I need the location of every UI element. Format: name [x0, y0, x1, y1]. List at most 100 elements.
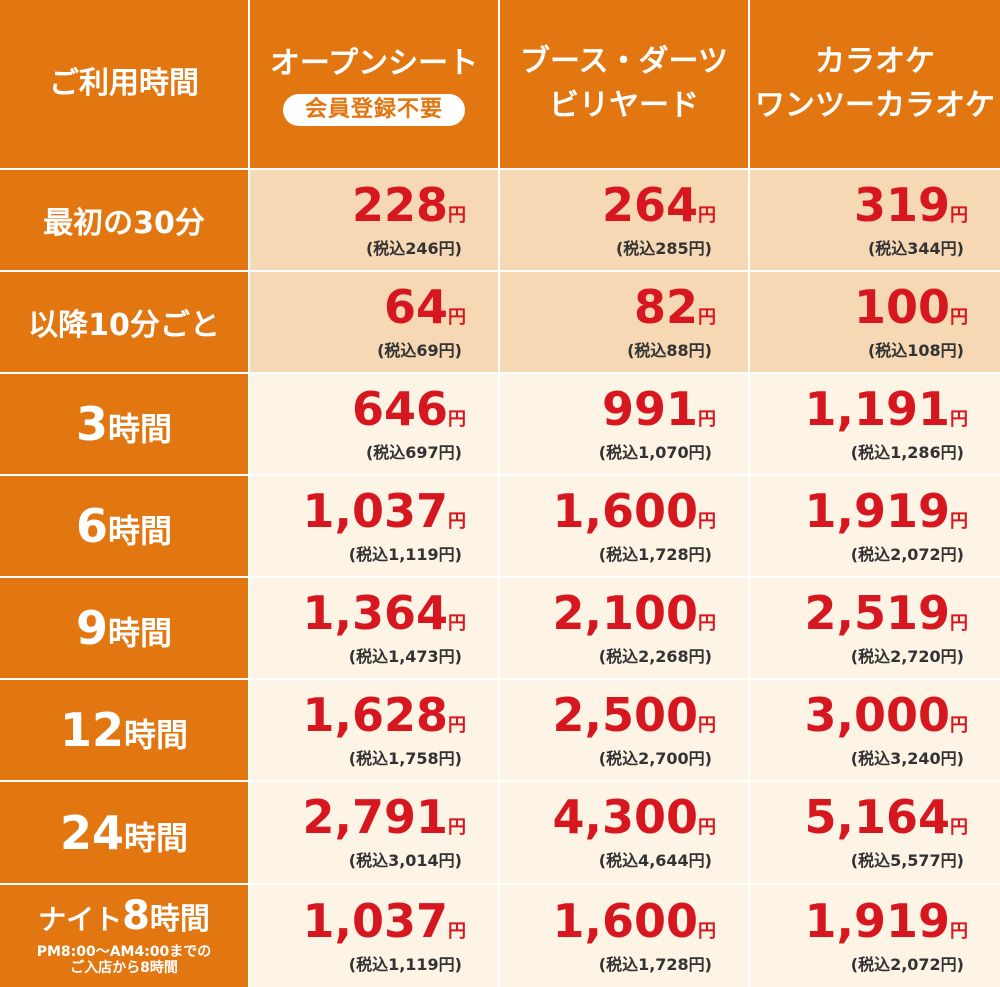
yen-unit: 円	[448, 510, 466, 532]
price-cell: 2,519円 (税込2,720円)	[750, 578, 1000, 680]
price-cell: 2,500円 (税込2,700円)	[500, 680, 750, 782]
price-cell: 1,364円 (税込1,473円)	[250, 578, 500, 680]
price-amount: 2,791	[302, 790, 448, 844]
header-open-seat: オープンシート 会員登録不要	[250, 0, 500, 170]
yen-unit: 円	[698, 612, 716, 634]
row-label-9-hours: 9時間	[0, 578, 250, 680]
header-corner: ご利用時間	[0, 0, 250, 170]
yen-unit: 円	[448, 306, 466, 328]
tax-included-price: (税込2,072円)	[850, 544, 964, 564]
yen-unit: 円	[950, 408, 968, 430]
yen-unit: 円	[448, 204, 466, 226]
price-amount: 82	[633, 279, 698, 334]
hours-unit: 時間	[124, 716, 189, 754]
price-amount: 5,164	[804, 790, 950, 844]
price-amount: 991	[601, 381, 698, 436]
tax-included-price: (税込2,700円)	[598, 748, 712, 768]
price-amount: 2,100	[552, 585, 698, 640]
yen-unit: 円	[698, 920, 716, 942]
hours-number: 9	[75, 601, 108, 655]
tax-included-price: (税込1,070円)	[598, 442, 712, 462]
tax-included-price: (税込1,728円)	[598, 544, 712, 564]
row-label-12-hours: 12時間	[0, 680, 250, 782]
price-amount: 1,919	[804, 483, 950, 538]
price-cell: 991円 (税込1,070円)	[500, 374, 750, 476]
tax-included-price: (税込2,720円)	[850, 646, 964, 666]
header-karaoke: カラオケ ワンツーカラオケ	[750, 0, 1000, 170]
price-cell: 1,037円 (税込1,119円)	[250, 476, 500, 578]
tax-included-price: (税込2,268円)	[598, 646, 712, 666]
price-cell: 3,000円 (税込3,240円)	[750, 680, 1000, 782]
price-amount: 264	[601, 177, 698, 232]
price-amount: 646	[351, 381, 448, 436]
tax-included-price: (税込108円)	[867, 340, 964, 360]
tax-included-price: (税込3,014円)	[348, 851, 462, 870]
price-cell: 100円 (税込108円)	[750, 272, 1000, 374]
hours-number: 8	[122, 893, 150, 939]
tax-included-price: (税込1,119円)	[348, 954, 462, 974]
price-amount: 1,037	[302, 483, 448, 538]
price-cell: 646円 (税込697円)	[250, 374, 500, 476]
night-prefix: ナイト	[38, 903, 123, 936]
yen-unit: 円	[950, 204, 968, 226]
row-label-3-hours: 3時間	[0, 374, 250, 476]
hours-number: 24	[59, 805, 124, 860]
price-cell: 64円 (税込69円)	[250, 272, 500, 374]
hours-unit: 時間	[108, 410, 173, 448]
price-amount: 2,500	[552, 687, 698, 742]
yen-unit: 円	[950, 510, 968, 532]
row-label-6-hours: 6時間	[0, 476, 250, 578]
tax-included-price: (税込1,473円)	[348, 646, 462, 666]
tax-included-price: (税込4,644円)	[598, 851, 712, 870]
price-cell: 1,191円 (税込1,286円)	[750, 374, 1000, 476]
yen-unit: 円	[448, 714, 466, 736]
price-cell: 1,037円 (税込1,119円)	[250, 885, 500, 987]
header-karaoke-line1: カラオケ	[815, 44, 935, 79]
price-cell: 264円 (税込285円)	[500, 170, 750, 272]
yen-unit: 円	[950, 817, 968, 838]
price-amount: 319	[853, 177, 950, 232]
yen-unit: 円	[448, 612, 466, 634]
price-cell: 1,628円 (税込1,758円)	[250, 680, 500, 782]
hours-unit: 時間	[108, 614, 173, 652]
night-note-duration: ご入店から8時間	[70, 960, 178, 976]
price-amount: 1,191	[804, 381, 950, 436]
row-label-first-30min: 最初の30分	[0, 170, 250, 272]
row-label-text: 以降10分ごと	[28, 308, 220, 343]
tax-included-price: (税込344円)	[867, 238, 964, 258]
tax-included-price: (税込246円)	[365, 238, 462, 258]
price-amount: 1,037	[302, 893, 448, 948]
tax-included-price: (税込1,728円)	[598, 954, 712, 974]
yen-unit: 円	[448, 408, 466, 430]
price-cell: 5,164円 (税込5,577円)	[750, 782, 1000, 885]
tax-included-price: (税込697円)	[365, 442, 462, 462]
no-membership-badge: 会員登録不要	[282, 94, 465, 126]
price-cell: 1,919円 (税込2,072円)	[750, 476, 1000, 578]
yen-unit: 円	[698, 204, 716, 226]
tax-included-price: (税込2,072円)	[850, 954, 964, 974]
hours-unit: 時間	[108, 512, 173, 550]
header-karaoke-line2: ワンツーカラオケ	[755, 88, 995, 123]
price-amount: 228	[351, 177, 448, 232]
yen-unit: 円	[698, 306, 716, 328]
price-amount: 3,000	[804, 687, 950, 742]
price-cell: 228円 (税込246円)	[250, 170, 500, 272]
price-cell: 1,600円 (税込1,728円)	[500, 885, 750, 987]
price-amount: 1,600	[552, 483, 698, 538]
tax-included-price: (税込285円)	[615, 238, 712, 258]
yen-unit: 円	[698, 510, 716, 532]
price-cell: 1,600円 (税込1,728円)	[500, 476, 750, 578]
yen-unit: 円	[698, 817, 716, 838]
price-amount: 1,919	[804, 893, 950, 948]
row-label-every-10min: 以降10分ごと	[0, 272, 250, 374]
price-amount: 1,364	[302, 585, 448, 640]
price-cell: 4,300円 (税込4,644円)	[500, 782, 750, 885]
price-amount: 2,519	[804, 585, 950, 640]
price-amount: 100	[853, 279, 950, 334]
header-booth-darts-line1: ブース・ダーツ	[520, 44, 728, 79]
tax-included-price: (税込1,119円)	[348, 544, 462, 564]
header-open-seat-label: オープンシート	[269, 46, 479, 81]
header-booth-darts: ブース・ダーツ ビリヤード	[500, 0, 750, 170]
hours-unit: 時間	[149, 902, 210, 937]
